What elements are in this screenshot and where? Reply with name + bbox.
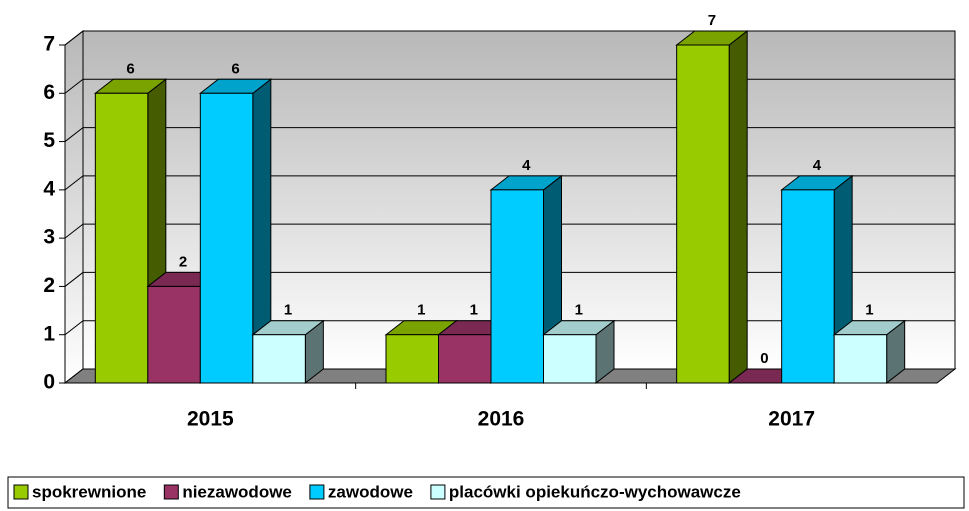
- y-tick-label: 2: [43, 274, 55, 297]
- x-tick-label: 2015: [187, 408, 234, 431]
- value-label: 0: [760, 350, 768, 367]
- y-tick-label: 0: [43, 371, 55, 394]
- grid-line: [64, 271, 955, 287]
- value-label: 2: [179, 253, 187, 270]
- grid-line: [64, 320, 955, 336]
- legend-swatch: [163, 484, 179, 500]
- value-label: 1: [284, 302, 292, 319]
- legend-swatch: [13, 484, 29, 500]
- grid-line: [64, 175, 955, 191]
- y-tick-label: 3: [43, 226, 55, 249]
- y-tick-label: 7: [43, 33, 55, 56]
- bar: [385, 334, 439, 384]
- bar: [490, 189, 544, 384]
- value-label: 4: [813, 157, 822, 174]
- legend-label: placówki opiekuńczo-wychowawcze: [449, 482, 741, 501]
- legend-label: niezawodowe: [182, 482, 292, 501]
- side-wall: [64, 29, 84, 385]
- bar: [833, 334, 888, 384]
- bar: [676, 44, 730, 384]
- value-label: 6: [126, 60, 134, 77]
- y-tick-label: 4: [43, 177, 55, 200]
- y-tick-label: 5: [43, 129, 55, 152]
- y-tick-label: 6: [43, 81, 55, 104]
- bar: [781, 189, 835, 384]
- grid-line: [64, 223, 955, 239]
- x-tick-label: 2017: [768, 408, 815, 431]
- value-label: 1: [470, 302, 478, 319]
- value-label: 6: [231, 60, 239, 77]
- legend-label: zawodowe: [328, 482, 413, 501]
- value-label: 1: [865, 302, 873, 319]
- legend-swatch: [309, 484, 325, 500]
- value-label: 1: [417, 302, 425, 319]
- bar: [199, 92, 254, 384]
- grid-line: [64, 30, 955, 46]
- bar: [94, 92, 149, 384]
- value-label: 4: [522, 157, 531, 174]
- legend-label: spokrewnione: [32, 482, 146, 501]
- grid-line: [64, 127, 955, 142]
- bar: [543, 334, 597, 384]
- grid-line: [64, 78, 955, 94]
- value-label: 1: [575, 302, 583, 319]
- bar: [147, 285, 201, 384]
- y-tick-label: 1: [43, 322, 55, 345]
- legend-swatch: [430, 484, 446, 500]
- bar-side: [728, 29, 748, 385]
- x-tick-label: 2016: [478, 408, 525, 431]
- bar: [252, 334, 306, 384]
- bar: [438, 334, 492, 384]
- value-label: 7: [708, 12, 716, 29]
